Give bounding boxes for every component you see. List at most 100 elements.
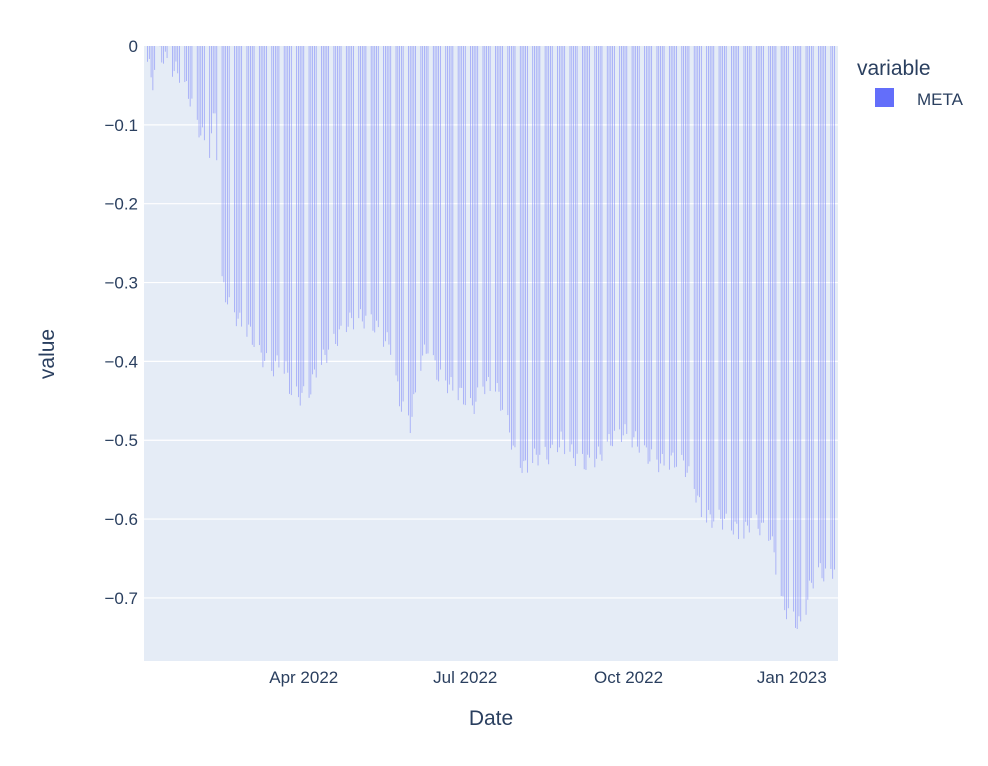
bar[interactable]: [512, 46, 514, 446]
bar[interactable]: [191, 46, 193, 99]
bar[interactable]: [748, 46, 750, 533]
bar[interactable]: [596, 46, 598, 459]
bar[interactable]: [241, 46, 243, 327]
bar[interactable]: [322, 46, 324, 350]
bar[interactable]: [258, 46, 260, 346]
bar[interactable]: [819, 46, 821, 564]
bar[interactable]: [633, 46, 635, 438]
bar[interactable]: [539, 46, 541, 455]
bar[interactable]: [631, 46, 633, 448]
bar[interactable]: [349, 46, 351, 313]
bar[interactable]: [489, 46, 491, 391]
bar[interactable]: [582, 46, 583, 454]
bar[interactable]: [651, 46, 653, 450]
bar[interactable]: [347, 46, 349, 327]
bar[interactable]: [521, 46, 523, 473]
bar[interactable]: [289, 46, 290, 394]
bar[interactable]: [301, 46, 303, 393]
bar[interactable]: [424, 46, 425, 345]
bar[interactable]: [388, 46, 390, 345]
bar[interactable]: [763, 46, 764, 523]
bar[interactable]: [519, 46, 521, 468]
bar[interactable]: [179, 46, 180, 83]
bar[interactable]: [326, 46, 328, 363]
bar[interactable]: [312, 46, 314, 375]
bar[interactable]: [759, 46, 761, 536]
bar[interactable]: [173, 46, 175, 72]
bar[interactable]: [656, 46, 658, 460]
bar[interactable]: [372, 46, 374, 331]
bar[interactable]: [321, 46, 322, 365]
bar[interactable]: [227, 46, 228, 305]
bar[interactable]: [260, 46, 262, 353]
bar[interactable]: [386, 46, 388, 333]
bar[interactable]: [370, 46, 372, 315]
bar[interactable]: [271, 46, 273, 371]
bar[interactable]: [557, 46, 558, 453]
bar[interactable]: [782, 46, 784, 597]
bar[interactable]: [214, 46, 216, 114]
bar[interactable]: [402, 46, 404, 402]
bar[interactable]: [374, 46, 376, 333]
bar[interactable]: [699, 46, 700, 498]
bar[interactable]: [285, 46, 287, 362]
bar[interactable]: [576, 46, 578, 454]
bar[interactable]: [724, 46, 725, 519]
bar[interactable]: [477, 46, 479, 388]
bar[interactable]: [445, 46, 447, 381]
bar[interactable]: [172, 46, 173, 77]
bar[interactable]: [805, 46, 807, 615]
bar[interactable]: [475, 46, 477, 402]
bar[interactable]: [686, 46, 688, 473]
bar[interactable]: [186, 46, 187, 82]
bar[interactable]: [473, 46, 475, 414]
bar[interactable]: [574, 46, 576, 466]
bar[interactable]: [154, 46, 156, 70]
bar[interactable]: [560, 46, 562, 432]
bar[interactable]: [823, 46, 825, 582]
bar[interactable]: [658, 46, 660, 473]
bar[interactable]: [228, 46, 230, 298]
bar[interactable]: [551, 46, 553, 445]
bar[interactable]: [610, 46, 612, 446]
bar[interactable]: [358, 46, 360, 319]
bar[interactable]: [287, 46, 289, 373]
bar[interactable]: [509, 46, 511, 433]
bar[interactable]: [223, 46, 225, 283]
bar[interactable]: [661, 46, 663, 454]
bar[interactable]: [427, 46, 429, 354]
bar[interactable]: [718, 46, 720, 510]
bar[interactable]: [583, 46, 585, 470]
bar[interactable]: [253, 46, 255, 347]
bar[interactable]: [732, 46, 734, 535]
bar[interactable]: [420, 46, 422, 371]
bar[interactable]: [713, 46, 715, 522]
bar[interactable]: [731, 46, 732, 531]
bar[interactable]: [697, 46, 699, 496]
bar[interactable]: [200, 46, 202, 136]
bar[interactable]: [152, 46, 154, 91]
bar[interactable]: [400, 46, 402, 412]
bar[interactable]: [569, 46, 571, 452]
bar[interactable]: [757, 46, 759, 529]
bar[interactable]: [196, 46, 198, 120]
bar[interactable]: [338, 46, 340, 330]
bar[interactable]: [599, 46, 601, 455]
bar[interactable]: [821, 46, 823, 579]
bar[interactable]: [276, 46, 278, 356]
bar[interactable]: [608, 46, 610, 435]
bar[interactable]: [771, 46, 773, 537]
bar[interactable]: [613, 46, 615, 431]
bar[interactable]: [290, 46, 292, 396]
bar[interactable]: [484, 46, 486, 395]
bar[interactable]: [452, 46, 454, 391]
bar[interactable]: [720, 46, 722, 520]
bar[interactable]: [612, 46, 613, 447]
bar[interactable]: [622, 46, 624, 436]
bar[interactable]: [377, 46, 379, 328]
bar[interactable]: [273, 46, 274, 377]
bar[interactable]: [239, 46, 241, 313]
bar[interactable]: [597, 46, 599, 447]
bar[interactable]: [606, 46, 608, 442]
bar[interactable]: [164, 46, 166, 52]
